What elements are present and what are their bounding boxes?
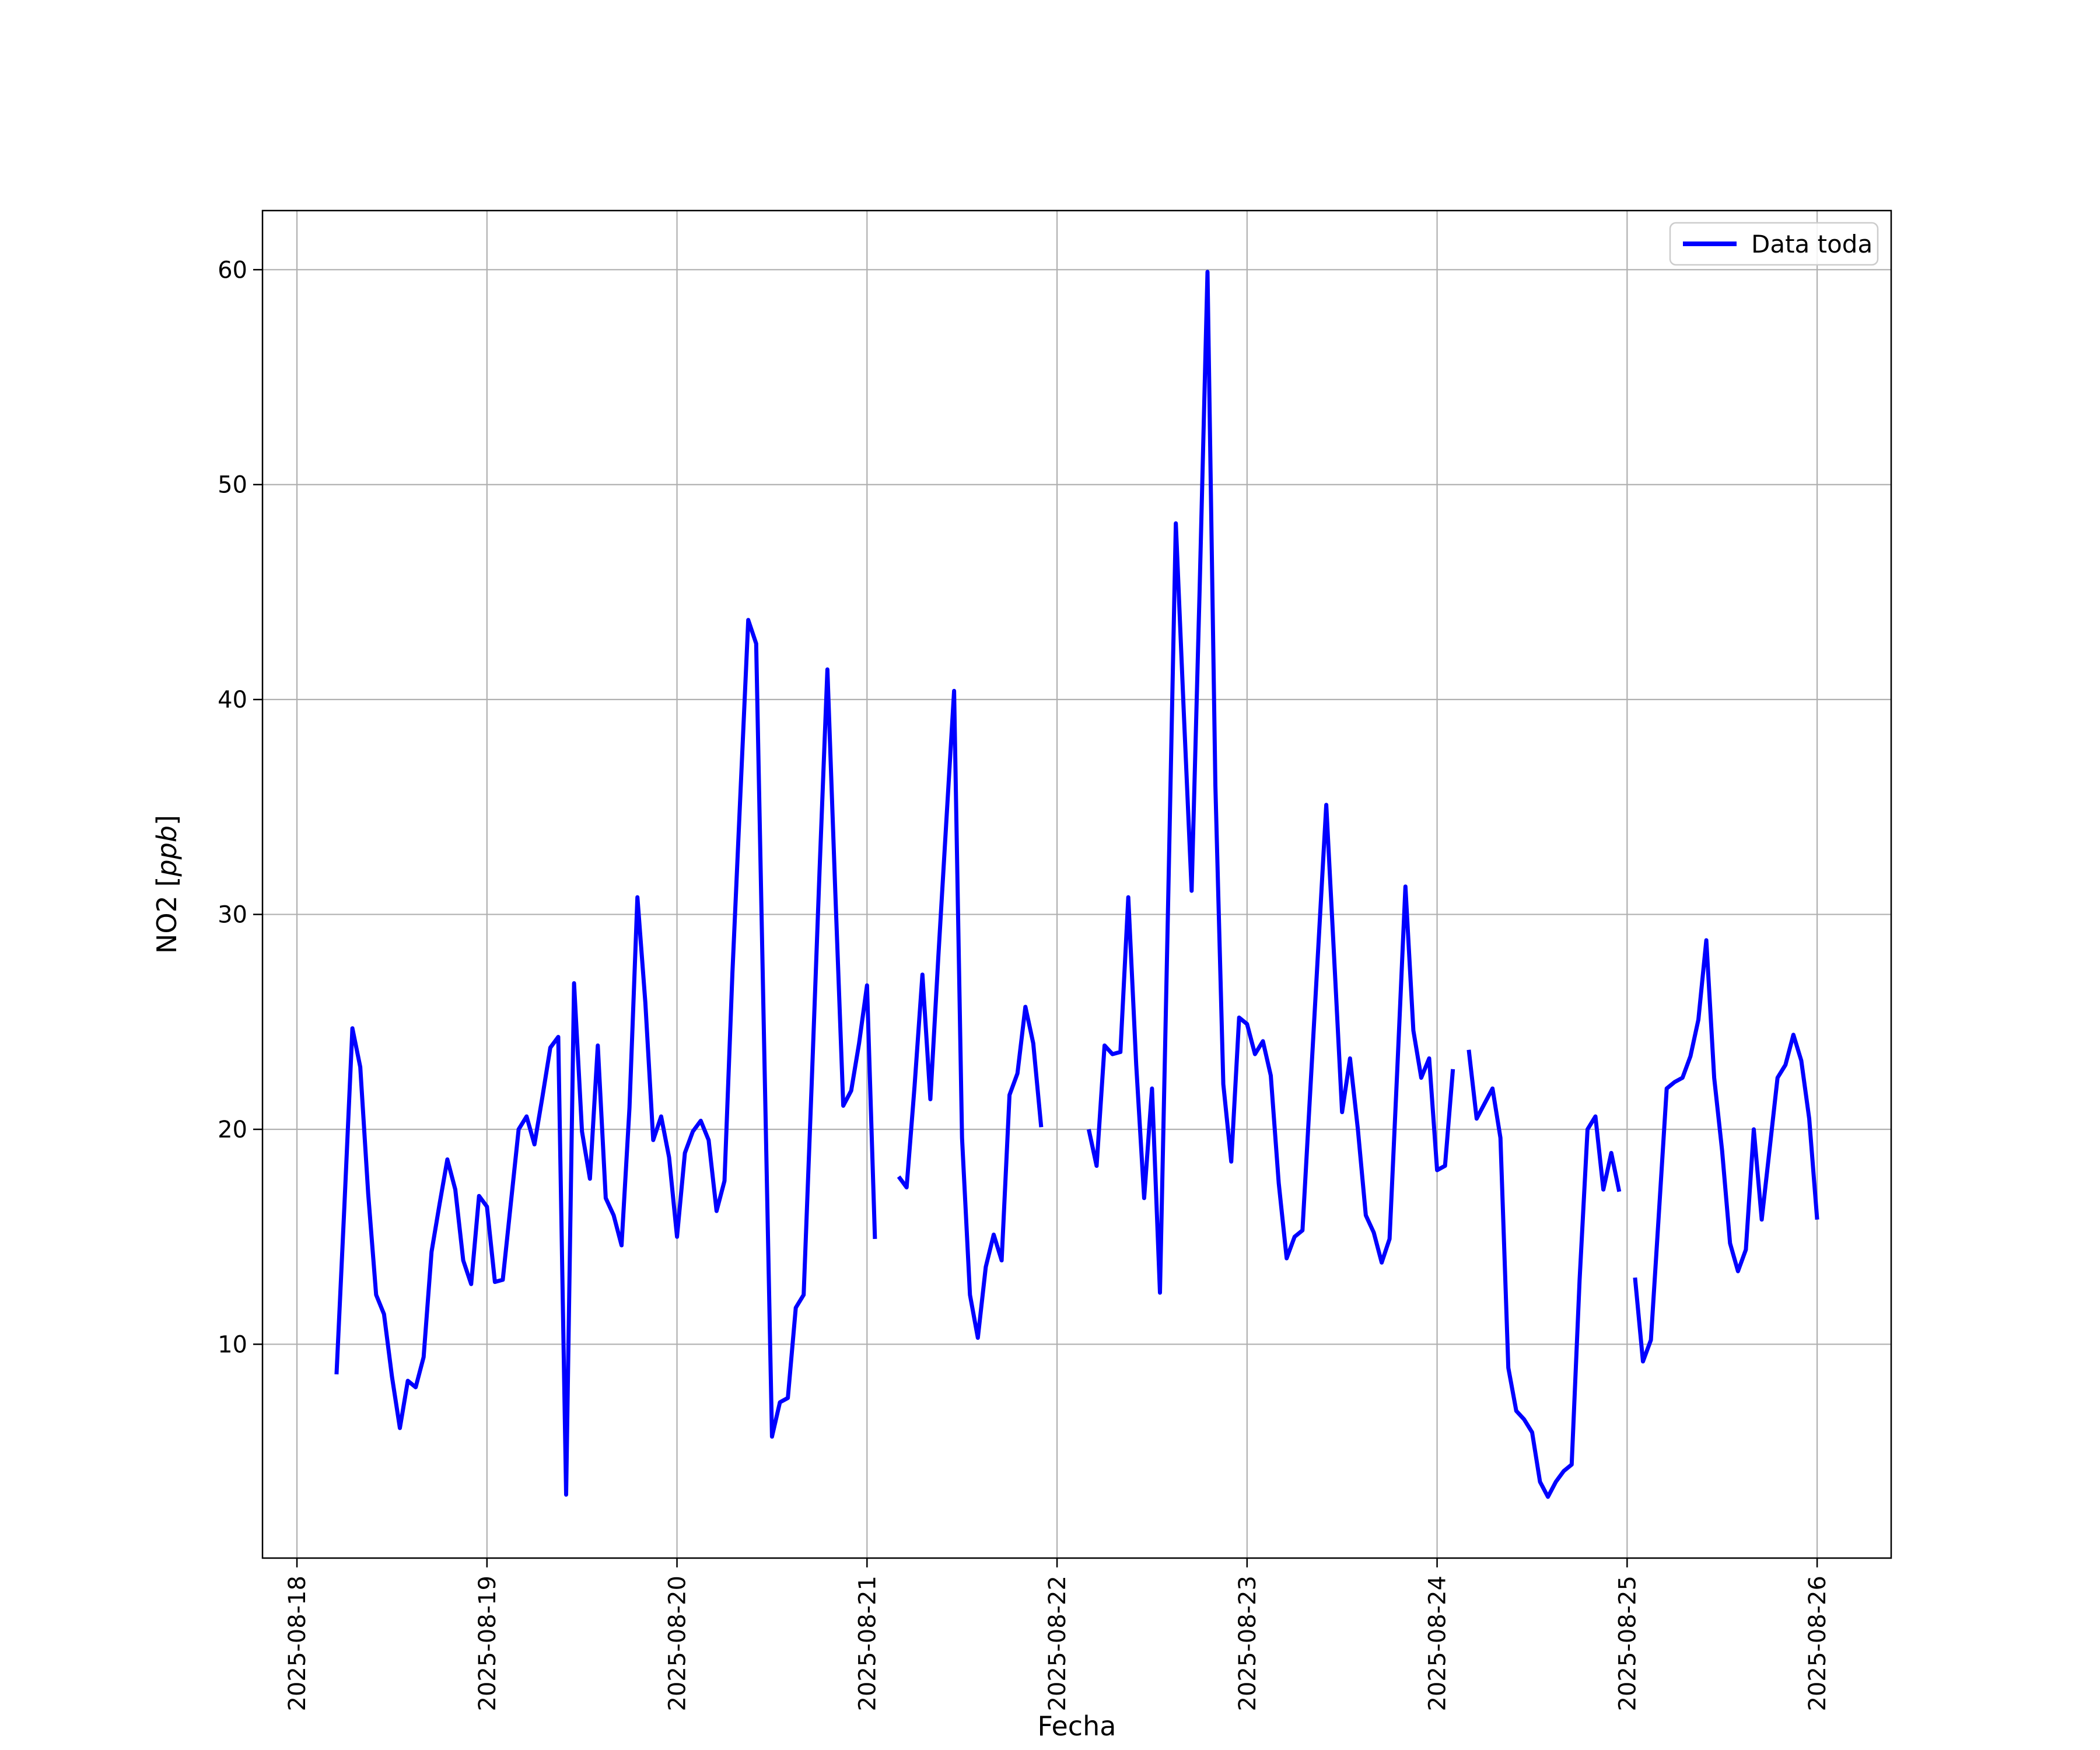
legend-box <box>1669 222 1879 266</box>
plot-border <box>261 209 1892 1559</box>
data-line-data-toda <box>334 270 1819 1499</box>
y-axis-label-units: ppb <box>151 825 183 877</box>
x-axis-label: Fecha <box>1038 1710 1116 1742</box>
y-axis-label-suffix: ] <box>151 815 183 825</box>
y-tick-label: 60 <box>218 257 247 284</box>
y-tick-label: 10 <box>218 1331 247 1358</box>
x-tick-label: 2025-08-21 <box>854 1576 881 1711</box>
legend-entry-label: Data toda <box>1751 230 1873 258</box>
x-tick-label: 2025-08-20 <box>664 1576 691 1711</box>
y-tick-label: 40 <box>218 687 247 713</box>
x-tick-label: 2025-08-19 <box>474 1576 501 1711</box>
axis-ticks <box>253 269 1818 1567</box>
x-tick-label: 2025-08-18 <box>284 1576 311 1711</box>
x-tick-label: 2025-08-22 <box>1044 1576 1071 1711</box>
x-tick-label: 2025-08-25 <box>1614 1576 1641 1711</box>
y-tick-label: 50 <box>218 472 247 499</box>
y-tick-label: 30 <box>218 902 247 929</box>
x-tick-label: 2025-08-23 <box>1234 1576 1261 1711</box>
gridlines <box>262 211 1891 1558</box>
y-axis-label: NO2 [ppb] <box>151 815 183 954</box>
legend: Data toda <box>1669 222 1879 266</box>
x-tick-label: 2025-08-24 <box>1424 1576 1451 1711</box>
data-series <box>334 270 1819 1499</box>
y-axis-label-prefix: NO2 [ <box>151 877 183 954</box>
y-tick-label: 20 <box>218 1116 247 1143</box>
x-tick-label: 2025-08-26 <box>1804 1576 1831 1711</box>
axis-tick-labels: 2025-08-18 2025-08-19 2025-08-20 2025-08-21… <box>218 257 1831 1711</box>
